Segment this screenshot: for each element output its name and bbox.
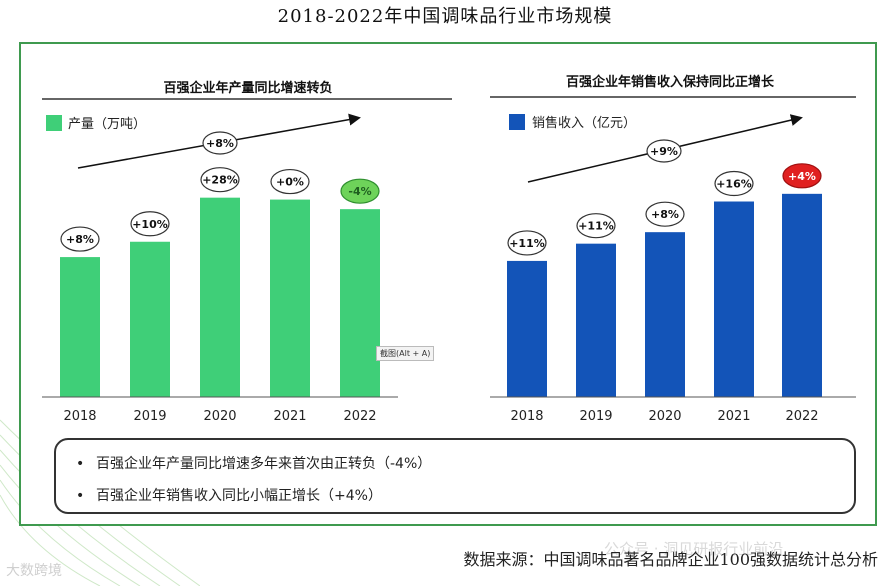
revenue-bar-2020	[645, 232, 685, 397]
production-chart-title: 百强企业年产量同比增速转负	[163, 80, 332, 96]
revenue-growth-bubble	[576, 213, 616, 239]
production-bar-2020	[200, 197, 240, 397]
production-trend-bubble	[202, 131, 238, 155]
production-growth-bubble	[340, 178, 380, 204]
revenue-bar-2021	[714, 201, 754, 397]
revenue-x-tick-label: 2022	[785, 409, 818, 424]
wechat-watermark: 公众号 · 洞见研报行业前沿	[604, 540, 784, 558]
revenue-growth-bubble	[714, 170, 754, 197]
revenue-growth-bubble	[645, 201, 685, 227]
note-item: • 百强企业年产量同比增速多年来首次由正转负（-4%）	[76, 453, 431, 473]
revenue-growth-label: +4%	[788, 170, 816, 183]
production-bar-2021	[270, 199, 310, 397]
revenue-bar-2019	[576, 243, 616, 397]
production-x-tick-label: 2022	[343, 409, 376, 424]
revenue-x-tick-label: 2019	[579, 409, 612, 424]
revenue-x-tick-label: 2021	[717, 409, 750, 424]
revenue-bar-2022	[782, 193, 822, 397]
revenue-chart: 百强企业年销售收入保持同比正增长 销售收入（亿元） +9% +11% 2018 +1…	[490, 74, 856, 424]
production-growth-label: +0%	[276, 176, 304, 189]
revenue-x-tick-label: 2018	[510, 409, 543, 424]
production-bar-2018	[60, 257, 100, 397]
revenue-legend-label: 销售收入（亿元）	[532, 115, 636, 131]
bullet-icon: •	[76, 488, 85, 504]
revenue-growth-label: +11%	[578, 220, 614, 233]
screenshot-tooltip: 截图(Alt + A)	[376, 346, 435, 361]
production-bar-2019	[130, 241, 170, 397]
production-growth-bubble	[200, 167, 240, 193]
production-growth-bubble	[130, 211, 170, 237]
bullet-icon: •	[76, 456, 85, 472]
production-growth-bubble	[270, 168, 310, 195]
production-chart: 百强企业年产量同比增速转负 产量（万吨） +8% +8% 2018 +10% 2019…	[42, 80, 452, 424]
production-x-tick-label: 2019	[133, 409, 166, 424]
production-growth-label: -4%	[348, 185, 371, 198]
note-text: 百强企业年销售收入同比小幅正增长（+4%）	[96, 488, 382, 504]
notes-box: • 百强企业年产量同比增速多年来首次由正转负（-4%） • 百强企业年销售收入同比小…	[54, 438, 856, 514]
production-bar-2022	[340, 209, 380, 397]
revenue-x-tick-label: 2020	[648, 409, 681, 424]
revenue-trend-label: +9%	[650, 145, 678, 158]
production-x-tick-label: 2018	[63, 409, 96, 424]
production-x-tick-label: 2020	[203, 409, 236, 424]
source-note: 数据来源：中国调味品著名品牌企业100强数据统计总分析	[463, 550, 878, 569]
note-text: 百强企业年产量同比增速多年来首次由正转负（-4%）	[96, 456, 432, 472]
page-title: 2018-2022年中国调味品行业市场规模	[277, 6, 613, 27]
revenue-legend-swatch	[509, 114, 525, 130]
revenue-trend-bubble	[646, 139, 682, 163]
production-legend-swatch	[46, 115, 62, 131]
production-legend-label: 产量（万吨）	[68, 117, 146, 132]
revenue-growth-bubble	[507, 230, 547, 256]
logo-watermark: 大数跨境	[6, 563, 62, 579]
production-growth-bubble	[60, 226, 100, 252]
production-growth-label: +28%	[202, 174, 238, 187]
production-trend-label: +8%	[206, 137, 234, 150]
production-growth-label: +10%	[132, 218, 168, 231]
revenue-growth-bubble	[782, 163, 822, 189]
production-x-tick-label: 2021	[273, 409, 306, 424]
revenue-growth-label: +16%	[716, 178, 752, 191]
revenue-chart-title: 百强企业年销售收入保持同比正增长	[566, 74, 775, 90]
revenue-growth-label: +11%	[509, 237, 545, 250]
production-growth-label: +8%	[66, 233, 94, 246]
note-item: • 百强企业年销售收入同比小幅正增长（+4%）	[76, 485, 382, 505]
revenue-growth-label: +8%	[651, 208, 679, 221]
revenue-bar-2018	[507, 260, 547, 397]
